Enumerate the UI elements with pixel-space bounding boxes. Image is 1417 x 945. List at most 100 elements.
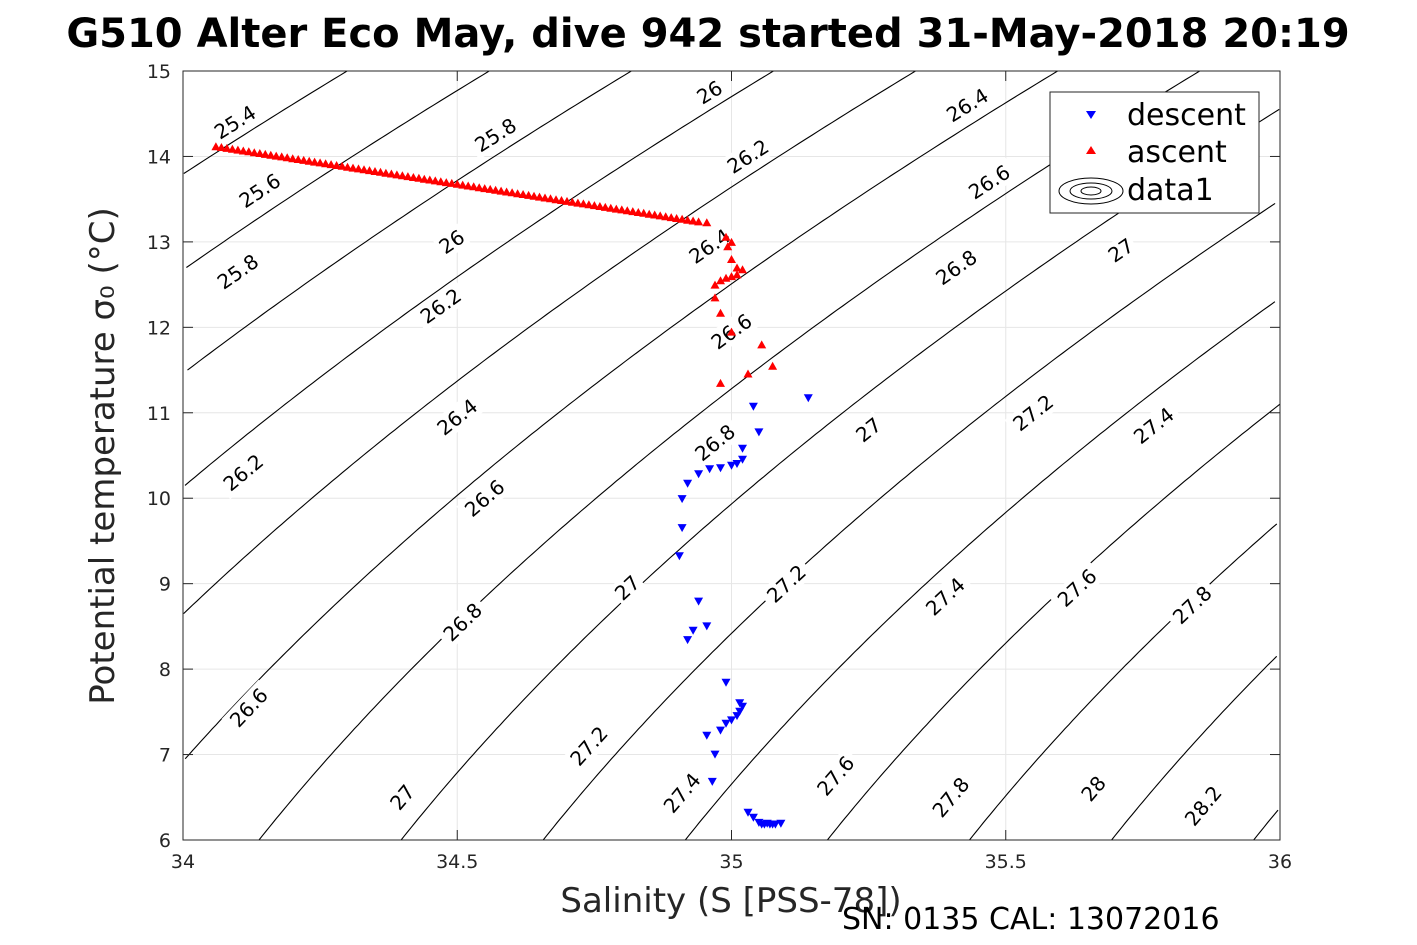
x-tick-label: 35.5: [985, 851, 1027, 873]
y-tick-label: 13: [147, 232, 171, 254]
contour-label-background: [1049, 560, 1106, 616]
ascent-marker: [249, 148, 259, 157]
contour-label-background: [208, 246, 267, 298]
ascent-marker: [227, 144, 237, 153]
ascent-marker: [376, 167, 385, 176]
ascent-marker: [727, 272, 736, 281]
ascent-marker: [694, 217, 704, 226]
x-axis-label: Salinity (S [PSS-78]): [560, 881, 901, 921]
ascent-marker: [738, 265, 747, 274]
ascent-marker: [529, 191, 539, 200]
ascent-marker: [578, 199, 588, 208]
density-contours: [183, 70, 1281, 841]
ascent-marker: [589, 201, 599, 210]
ascent-marker: [502, 187, 512, 196]
ascent-marker: [321, 159, 331, 168]
ascent-marker: [403, 172, 413, 181]
ascent-marker: [238, 146, 248, 155]
descent-marker: [727, 461, 736, 470]
ascent-marker: [540, 193, 550, 202]
contour-label-background: [561, 717, 616, 775]
ascent-marker: [513, 189, 523, 198]
descent-marker: [768, 820, 778, 829]
descent-marker: [688, 626, 698, 635]
legend-contour-icon: [1058, 177, 1124, 205]
ascent-marker: [677, 214, 687, 223]
density-contour-line: [969, 523, 1278, 841]
contour-label-background: [230, 165, 289, 216]
ascent-marker: [683, 215, 693, 224]
contour-label-background: [680, 221, 739, 272]
ascent-marker: [392, 170, 402, 179]
contour-label-background: [718, 131, 778, 182]
ascent-marker: [595, 202, 605, 210]
ascent-marker: [474, 183, 484, 192]
ascent-marker: [716, 378, 725, 387]
ascent-marker: [260, 149, 270, 158]
ascent-marker: [732, 270, 742, 279]
descent-marker: [738, 455, 747, 464]
ascent-marker: [710, 280, 720, 289]
contour-label-background: [849, 411, 888, 449]
ascent-marker: [727, 327, 736, 336]
ascent-marker: [672, 214, 682, 222]
contour-label-background: [383, 778, 422, 817]
contour-label-background: [927, 242, 986, 293]
descent-marker: [677, 495, 687, 504]
contour-label-background: [1164, 577, 1221, 633]
contour-label-background: [432, 223, 471, 261]
descent-marker: [694, 597, 704, 606]
descent-marker: [721, 678, 731, 687]
contour-label-background: [1004, 386, 1062, 439]
ascent-marker: [419, 174, 429, 183]
descent-marker: [677, 524, 687, 533]
y-tick-label: 11: [147, 403, 171, 425]
descent-marker: [743, 808, 753, 817]
ascent-marker: [562, 196, 572, 205]
ascent-marker: [600, 202, 610, 211]
ascent-marker: [727, 255, 736, 263]
ascent-marker: [524, 190, 534, 199]
density-contour-line: [684, 301, 1276, 841]
descent-marker: [707, 777, 717, 786]
ascent-marker: [617, 205, 627, 214]
ascent-marker: [633, 208, 643, 216]
ascent-marker: [644, 209, 654, 218]
contour-label-background: [608, 568, 647, 607]
ascent-marker: [496, 186, 506, 195]
descent-marker: [721, 719, 731, 728]
ascent-marker: [266, 150, 276, 159]
ascent-marker: [535, 192, 544, 201]
ascent-marker: [304, 156, 314, 165]
ascent-marker: [332, 161, 342, 169]
ascent-marker: [622, 206, 632, 215]
density-contour-line: [184, 70, 774, 486]
chart-title: G510 Alter Eco May, dive 942 started 31-…: [66, 11, 1349, 57]
legend: descent ascent data1: [1049, 91, 1260, 214]
ascent-marker: [326, 160, 336, 169]
ascent-marker: [666, 213, 676, 222]
density-contour-line: [258, 70, 1200, 841]
descent-marker: [716, 464, 725, 473]
ascent-marker: [567, 197, 577, 206]
ascent-marker: [343, 162, 352, 171]
ascent-marker: [452, 179, 462, 188]
ascent-marker: [716, 276, 725, 285]
legend-ascent-marker: [1086, 146, 1096, 154]
density-contour-line: [1111, 655, 1278, 841]
descent-marker: [738, 444, 747, 453]
ascent-marker: [716, 308, 725, 317]
contour-label-background: [1101, 232, 1141, 269]
axis-ticks: 34 34.5 35 35.5 36 6 7 8 9 10 11 12 13 14 15: [147, 61, 1292, 873]
data-markers: [211, 142, 813, 829]
ascent-marker: [546, 194, 555, 203]
ascent-marker: [628, 207, 638, 216]
contour-label-background: [960, 157, 1019, 207]
ascent-marker: [727, 237, 736, 246]
contour-label-background: [205, 97, 265, 147]
ascent-marker: [288, 154, 298, 163]
contour-label-background: [411, 280, 470, 332]
contour-label-background: [686, 416, 744, 469]
ascent-marker: [282, 153, 292, 162]
